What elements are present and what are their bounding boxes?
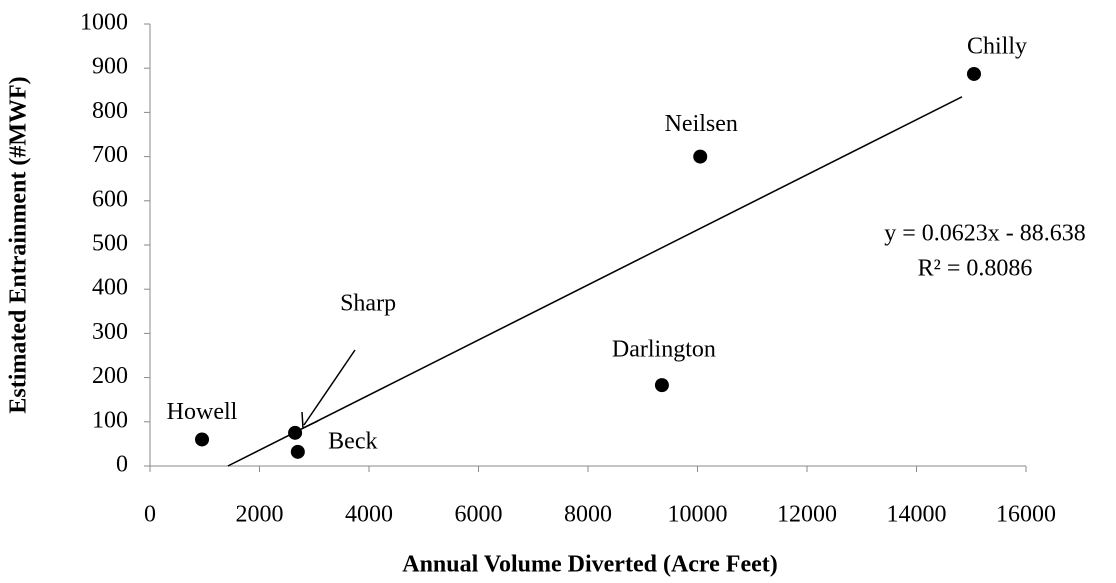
- y-tick-label: 800: [92, 98, 128, 124]
- point-label: Neilsen: [665, 111, 738, 137]
- trendline: [227, 96, 963, 467]
- x-tick-label: 14000: [887, 502, 947, 528]
- point: [654, 378, 669, 393]
- y-tick-label: 400: [92, 275, 128, 301]
- x-tick-label: 16000: [996, 502, 1056, 528]
- y-tick-label: 200: [92, 363, 128, 389]
- y-tick-label: 500: [92, 231, 128, 257]
- y-tick-label: 600: [92, 186, 128, 212]
- point-label: Darlington: [612, 337, 716, 363]
- trendline-r2: R² = 0.8086: [918, 256, 1033, 282]
- point-label: Howell: [167, 399, 238, 425]
- y-tick-label: 700: [92, 142, 128, 168]
- point-label: Chilly: [967, 33, 1027, 59]
- x-axis-title: Annual Volume Diverted (Acre Feet): [402, 552, 778, 578]
- x-tick-label: 4000: [345, 502, 393, 528]
- y-tick-label: 100: [92, 407, 128, 433]
- y-tick-label: 900: [92, 54, 128, 80]
- x-tick-label: 8000: [564, 502, 612, 528]
- sharp-arrow: [303, 349, 356, 426]
- x-tick-label: 12000: [777, 502, 837, 528]
- sharp-arrow-head: [301, 411, 319, 430]
- x-tick-label: 6000: [455, 502, 503, 528]
- point-label: Sharp: [340, 290, 396, 316]
- point: [693, 149, 708, 164]
- y-tick-label: 0: [116, 452, 128, 478]
- x-tick-label: 2000: [236, 502, 284, 528]
- y-axis-title: Estimated Entrainment (#MWF): [6, 76, 32, 413]
- trendline-equation: y = 0.0623x - 88.638: [884, 221, 1086, 247]
- x-tick-label: 10000: [668, 502, 728, 528]
- point: [290, 444, 305, 459]
- y-tick-label: 1000: [80, 10, 128, 36]
- y-tick-label: 300: [92, 319, 128, 345]
- x-tick-label: 0: [144, 502, 156, 528]
- point: [195, 432, 210, 447]
- point-label: Beck: [328, 428, 377, 454]
- point: [966, 66, 981, 81]
